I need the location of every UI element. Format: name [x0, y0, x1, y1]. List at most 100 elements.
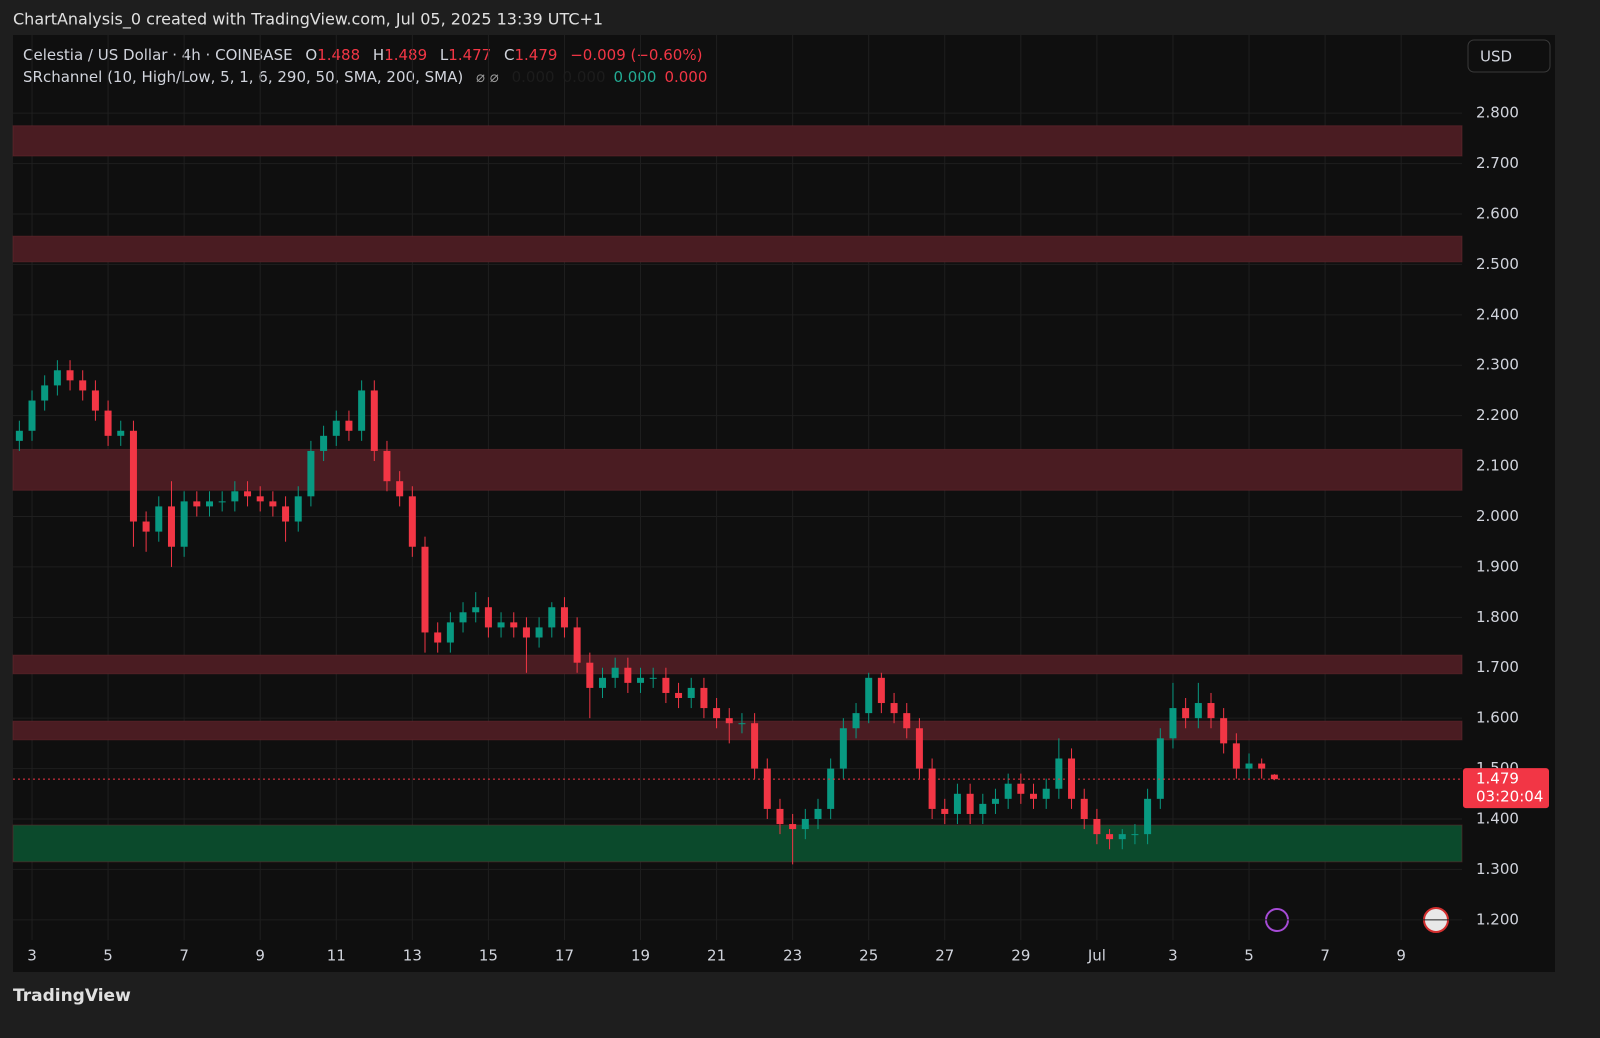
candle-body — [801, 818, 809, 830]
indicator-values: 0.000 0.000 0.000 0.000 — [512, 68, 708, 86]
indicator: SRchannel (10, High/Low, 5, 1, 6, 290, 5… — [23, 68, 463, 86]
x-tick-label: 9 — [1396, 947, 1406, 965]
candle-body — [256, 496, 264, 502]
x-tick-label: 21 — [707, 947, 726, 965]
candle-body — [915, 728, 923, 769]
ohlc-value: 1.489 — [384, 46, 427, 64]
sr-zone — [12, 235, 1463, 263]
candle-body — [738, 723, 746, 725]
candle-body — [193, 501, 201, 507]
candle-body — [370, 390, 378, 451]
ohlc-value: 1.479 — [515, 46, 558, 64]
candle-body — [611, 667, 619, 678]
candle-body — [1004, 783, 1012, 799]
indicator-value: 0.000 — [563, 68, 606, 86]
y-tick-label: 2.100 — [1476, 457, 1519, 475]
candle-body — [535, 627, 543, 638]
y-tick-label: 2.400 — [1476, 305, 1519, 323]
candle-body — [408, 496, 416, 547]
y-tick-label: 2.500 — [1476, 255, 1519, 273]
candle-body — [446, 622, 454, 643]
x-tick-label: 7 — [179, 947, 189, 965]
candle-body — [167, 506, 175, 547]
candle-body — [41, 385, 49, 401]
candle-body — [725, 718, 733, 724]
candle-body — [129, 430, 137, 522]
x-tick-label: 9 — [255, 947, 265, 965]
candle-body — [231, 491, 239, 502]
candle-body — [434, 632, 442, 643]
candle-body — [789, 824, 797, 830]
ohlc-value: 1.477 — [448, 46, 491, 64]
candle-body — [877, 677, 885, 704]
candle-body — [662, 677, 670, 693]
candle-body — [472, 607, 480, 613]
indicator-value: 0.000 — [664, 68, 707, 86]
candle-body — [79, 380, 87, 391]
y-tick-label: 2.200 — [1476, 406, 1519, 424]
x-tick-label: 7 — [1320, 947, 1330, 965]
candle-body — [598, 677, 606, 688]
brand: TradingView — [13, 986, 131, 1006]
candle-body — [1118, 834, 1126, 840]
candle-body — [865, 677, 873, 714]
candle-body — [1029, 793, 1037, 799]
candle-body — [332, 420, 340, 436]
ohlc-key: L — [440, 46, 449, 64]
candle-body — [1080, 798, 1088, 819]
y-tick-label: 1.300 — [1476, 860, 1519, 878]
candle-body — [66, 370, 74, 381]
candle-body — [28, 400, 36, 431]
candle-body — [1258, 763, 1266, 769]
x-tick-label: 29 — [1011, 947, 1030, 965]
y-tick-label: 1.700 — [1476, 658, 1519, 676]
candle-body — [1093, 818, 1101, 835]
candle-body — [839, 728, 847, 769]
candle-body — [941, 808, 949, 814]
candle-body — [155, 506, 163, 532]
candle-body — [1055, 758, 1063, 789]
attribution: ChartAnalysis_0 created with TradingView… — [13, 10, 603, 30]
candle-body — [307, 450, 315, 497]
candle-body — [675, 692, 683, 698]
change: −0.009 (−0.60%) — [570, 46, 702, 64]
currency[interactable]: USD — [1480, 48, 1512, 66]
sr-zone — [12, 720, 1463, 741]
y-tick-label: 1.900 — [1476, 557, 1519, 575]
candle-body — [637, 677, 645, 683]
x-tick-label: 25 — [859, 947, 878, 965]
candle-body — [573, 627, 581, 663]
sr-zone — [12, 654, 1463, 675]
x-tick-label: 17 — [555, 947, 574, 965]
candle-body — [345, 420, 353, 431]
candle-body — [269, 501, 277, 507]
candle-body — [358, 390, 366, 431]
candle-body — [53, 370, 61, 386]
candle-body — [522, 627, 530, 638]
candle-body — [700, 687, 708, 709]
sr-zone — [12, 125, 1463, 157]
x-tick-label: 3 — [1168, 947, 1178, 965]
candle-body — [1270, 774, 1278, 780]
legend-line: Celestia / US Dollar · 4h · COINBASE O1.… — [23, 46, 702, 64]
candle-body — [421, 546, 429, 633]
candle-body — [1106, 834, 1114, 840]
candle-body — [548, 607, 556, 628]
indicator-value: 0.000 — [512, 68, 555, 86]
candle-body — [713, 708, 721, 719]
symbol: Celestia / US Dollar · 4h · COINBASE — [23, 46, 293, 64]
candle-body — [282, 506, 290, 522]
candle-body — [649, 677, 657, 679]
x-tick-label: 15 — [479, 947, 498, 965]
candle-body — [903, 713, 911, 729]
candle-body — [991, 798, 999, 804]
x-tick-label: 27 — [935, 947, 954, 965]
candle-body — [1194, 703, 1202, 719]
candle-body — [396, 481, 404, 497]
candle-body — [320, 435, 328, 451]
currency-button[interactable] — [1467, 39, 1551, 73]
y-tick-label: 1.200 — [1476, 910, 1519, 928]
ohlc-key: H — [373, 46, 384, 64]
